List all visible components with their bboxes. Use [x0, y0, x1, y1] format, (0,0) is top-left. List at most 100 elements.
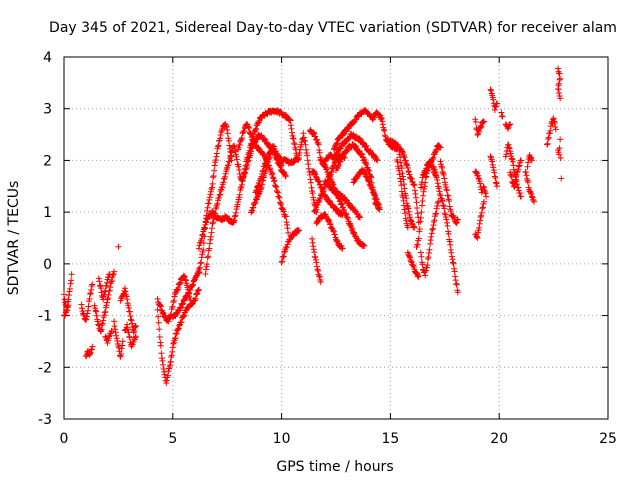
data-point	[62, 299, 69, 306]
data-point	[375, 200, 382, 207]
data-point	[491, 106, 498, 113]
data-point	[446, 203, 453, 210]
data-point	[441, 210, 448, 217]
data-point	[248, 148, 255, 155]
data-point	[194, 287, 201, 294]
data-point	[235, 163, 242, 170]
data-point	[215, 142, 222, 149]
data-point	[102, 287, 109, 294]
data-point	[170, 299, 177, 306]
data-point	[159, 357, 166, 364]
data-point	[316, 149, 323, 156]
data-point	[132, 333, 139, 340]
data-point	[66, 285, 73, 292]
data-point	[365, 166, 372, 173]
data-point	[405, 208, 412, 215]
data-point	[180, 272, 187, 279]
data-point	[185, 290, 192, 297]
data-point	[545, 135, 552, 142]
data-point	[423, 264, 430, 271]
data-point	[118, 350, 125, 357]
data-point	[557, 136, 564, 143]
data-point	[252, 126, 259, 133]
data-point	[510, 162, 517, 169]
data-point	[473, 169, 480, 176]
data-point	[245, 157, 252, 164]
data-point	[206, 240, 213, 247]
data-point	[433, 174, 440, 181]
data-point	[108, 277, 115, 284]
data-point	[154, 306, 161, 313]
data-point	[107, 284, 114, 291]
data-point	[237, 138, 244, 145]
data-point	[317, 181, 324, 188]
data-point	[360, 241, 367, 248]
data-point	[477, 217, 484, 224]
data-point	[340, 131, 347, 138]
data-point	[454, 216, 461, 223]
data-point	[414, 273, 421, 280]
data-point	[280, 253, 287, 260]
data-point	[355, 236, 362, 243]
data-point	[245, 125, 252, 132]
data-point	[174, 287, 181, 294]
data-point	[278, 162, 285, 169]
data-point	[250, 204, 257, 211]
data-point	[505, 122, 512, 129]
data-point	[259, 181, 266, 188]
data-point	[235, 144, 242, 151]
data-point	[515, 166, 522, 173]
data-point	[127, 313, 134, 320]
data-point	[199, 231, 206, 238]
data-point	[254, 183, 261, 190]
data-point	[85, 303, 92, 310]
data-point	[165, 318, 172, 325]
data-point	[310, 196, 317, 203]
data-point	[180, 313, 187, 320]
data-point	[452, 273, 459, 280]
data-point	[410, 181, 417, 188]
data-point	[513, 171, 520, 178]
data-point	[181, 273, 188, 280]
data-point	[103, 299, 110, 306]
data-point	[232, 209, 239, 216]
data-point	[432, 149, 439, 156]
data-point	[434, 180, 441, 187]
data-point	[404, 224, 411, 231]
data-point	[228, 152, 235, 159]
data-point	[408, 258, 415, 265]
data-point	[165, 368, 172, 375]
data-point	[487, 86, 494, 93]
data-point	[373, 196, 380, 203]
data-point	[544, 140, 551, 147]
data-point	[363, 161, 370, 168]
data-point	[453, 220, 460, 227]
data-point	[123, 293, 130, 300]
data-point	[129, 320, 135, 327]
data-point	[423, 173, 430, 180]
data-point	[209, 220, 216, 227]
data-point	[197, 260, 204, 267]
data-point	[525, 159, 532, 166]
data-point	[316, 273, 323, 280]
data-point	[482, 188, 489, 195]
data-point	[515, 187, 522, 194]
data-point	[430, 154, 437, 161]
data-point	[370, 189, 377, 196]
data-point	[528, 193, 535, 200]
data-point	[438, 163, 445, 170]
data-point	[367, 147, 374, 154]
data-point	[356, 214, 363, 221]
data-point	[198, 254, 205, 261]
data-point	[308, 184, 315, 191]
data-point	[401, 185, 408, 192]
data-point	[303, 146, 310, 153]
data-point	[420, 192, 427, 199]
data-point	[88, 286, 95, 293]
x-tick-label: 20	[490, 431, 508, 447]
data-point	[87, 290, 94, 297]
data-point	[498, 109, 505, 116]
y-tick-label: 4	[43, 50, 52, 66]
data-point	[244, 161, 251, 168]
data-point	[231, 217, 238, 224]
